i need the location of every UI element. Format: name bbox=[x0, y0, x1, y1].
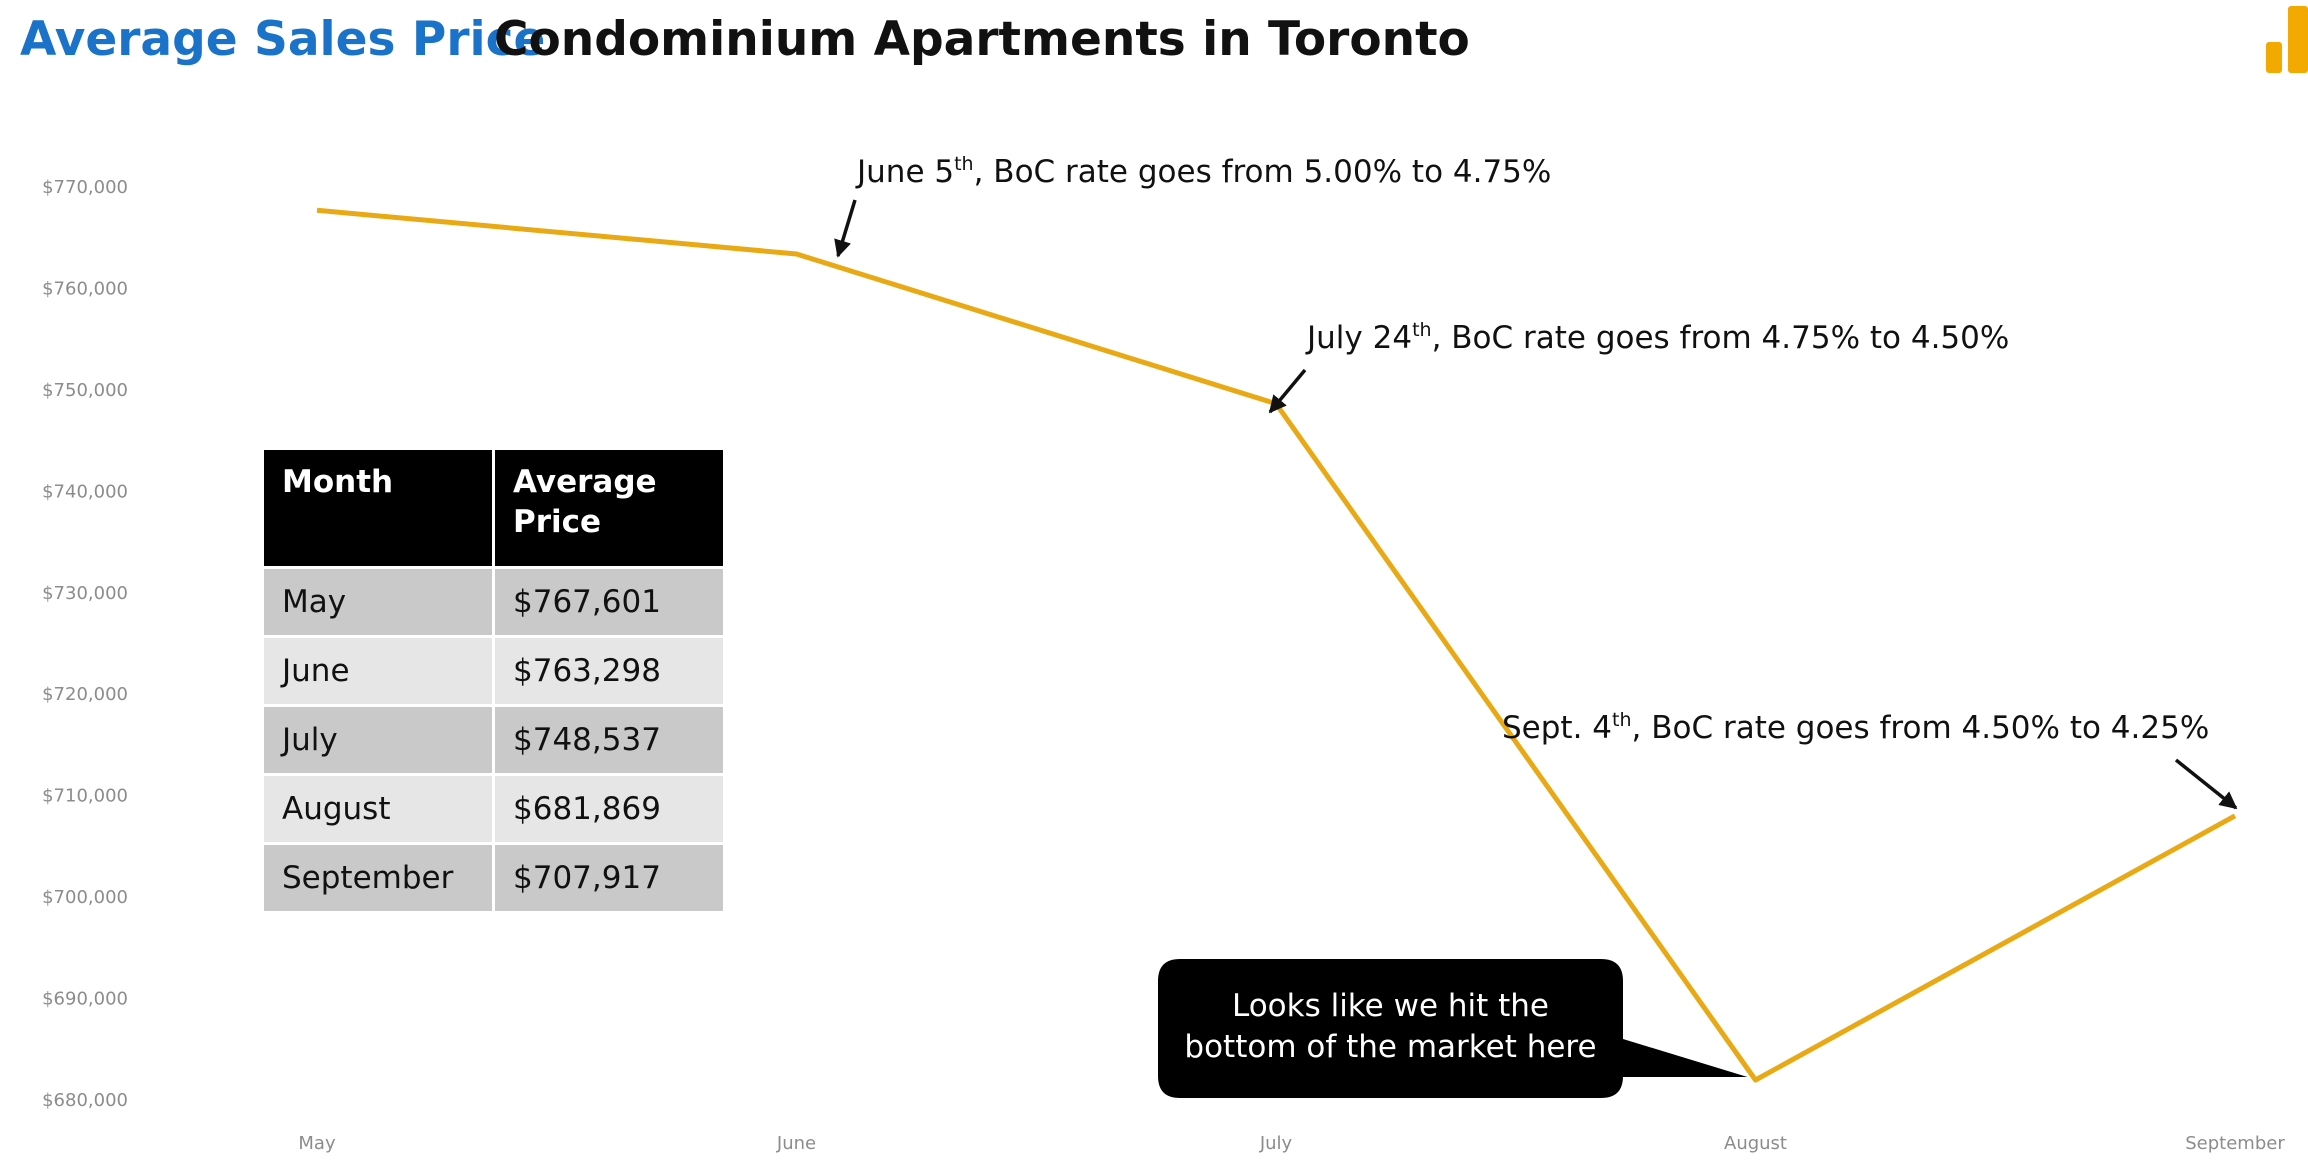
annotation-arrow bbox=[2174, 758, 2238, 810]
table-row: July $748,537 bbox=[264, 707, 723, 773]
x-tick-label: August bbox=[1724, 1133, 1787, 1154]
y-tick-label: $740,000 bbox=[42, 481, 128, 502]
callout-bubble bbox=[1158, 959, 1748, 1098]
cell-month: August bbox=[264, 776, 492, 842]
cell-average-price: $681,869 bbox=[495, 776, 723, 842]
y-tick-label: $680,000 bbox=[42, 1090, 128, 1111]
cell-average-price: $748,537 bbox=[495, 707, 723, 773]
table-body: May $767,601 June $763,298 July $748,537 Augus… bbox=[264, 569, 723, 911]
chart-title-highlight: Average Sales Price bbox=[20, 12, 546, 67]
x-tick-label: June bbox=[776, 1133, 816, 1154]
column-header-month: Month bbox=[264, 450, 492, 566]
annotation-arrow bbox=[1268, 368, 1307, 414]
annotation-text: July 24th, BoC rate goes from 4.75% to 4… bbox=[1305, 319, 2009, 356]
annotation-text: June 5th, BoC rate goes from 5.00% to 4.… bbox=[855, 153, 1551, 190]
table-row: September $707,917 bbox=[264, 845, 723, 911]
y-tick-label: $720,000 bbox=[42, 684, 128, 705]
y-axis-ticks: $680,000 $690,000 $700,000 $710,000 $720,000… bbox=[42, 177, 128, 1111]
table-row: June $763,298 bbox=[264, 638, 723, 704]
annotation-text: Sept. 4th, BoC rate goes from 4.50% to 4… bbox=[1502, 709, 2209, 746]
chart-title: Condominium Apartments in Toronto bbox=[494, 12, 1470, 67]
table-header-row: Month Average Price bbox=[264, 450, 723, 566]
callout-text: Looks like we hit the bottom of the marke… bbox=[1184, 988, 1596, 1065]
cell-average-price: $763,298 bbox=[495, 638, 723, 704]
column-header-average-price: Average Price bbox=[495, 450, 723, 566]
y-tick-label: $730,000 bbox=[42, 583, 128, 604]
bar-chart-logo-icon bbox=[2266, 6, 2308, 73]
annotation-arrow bbox=[834, 199, 857, 258]
logo-bar-tall bbox=[2288, 6, 2308, 73]
y-tick-label: $700,000 bbox=[42, 887, 128, 908]
y-tick-label: $710,000 bbox=[42, 786, 128, 807]
cell-average-price: $767,601 bbox=[495, 569, 723, 635]
x-tick-label: July bbox=[1259, 1133, 1293, 1154]
y-tick-label: $760,000 bbox=[42, 278, 128, 299]
cell-month: June bbox=[264, 638, 492, 704]
x-tick-label: September bbox=[2185, 1133, 2285, 1154]
y-tick-label: $750,000 bbox=[42, 380, 128, 401]
price-table: Month Average Price May $767,601 June $763,… bbox=[261, 447, 726, 914]
cell-month: July bbox=[264, 707, 492, 773]
y-tick-label: $690,000 bbox=[42, 989, 128, 1010]
cell-average-price: $707,917 bbox=[495, 845, 723, 911]
table-row: August $681,869 bbox=[264, 776, 723, 842]
cell-month: May bbox=[264, 569, 492, 635]
logo-bar-short bbox=[2266, 42, 2282, 73]
cell-month: September bbox=[264, 845, 492, 911]
table-row: May $767,601 bbox=[264, 569, 723, 635]
x-tick-label: May bbox=[298, 1133, 336, 1154]
callout: Looks like we hit the bottom of the marke… bbox=[1158, 959, 1748, 1098]
annotations: June 5th, BoC rate goes from 5.00% to 4.… bbox=[834, 153, 2238, 810]
y-tick-label: $770,000 bbox=[42, 177, 128, 198]
x-axis-ticks: May June July August September bbox=[298, 1133, 2285, 1154]
